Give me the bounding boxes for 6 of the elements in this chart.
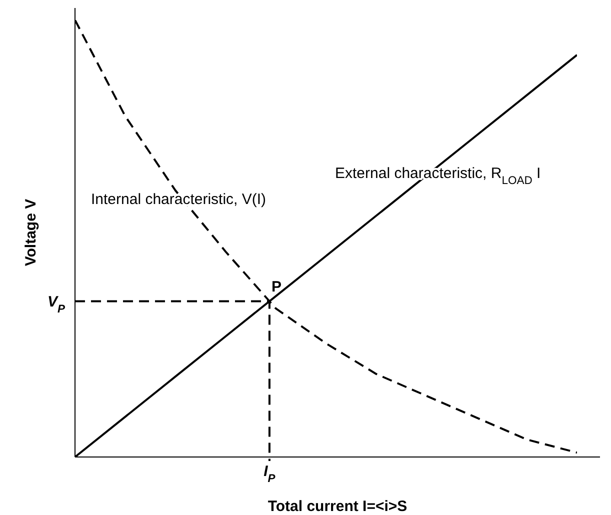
annotation: Internal characteristic, V(I) [91,191,266,208]
text: V$_{P}$ [47,293,66,316]
y-axis-title: Voltage V [22,198,40,266]
x-axis-title: Total current I=<i>S [268,498,408,515]
text: I$_{P}$ [264,463,276,485]
annotation: P [271,278,282,296]
